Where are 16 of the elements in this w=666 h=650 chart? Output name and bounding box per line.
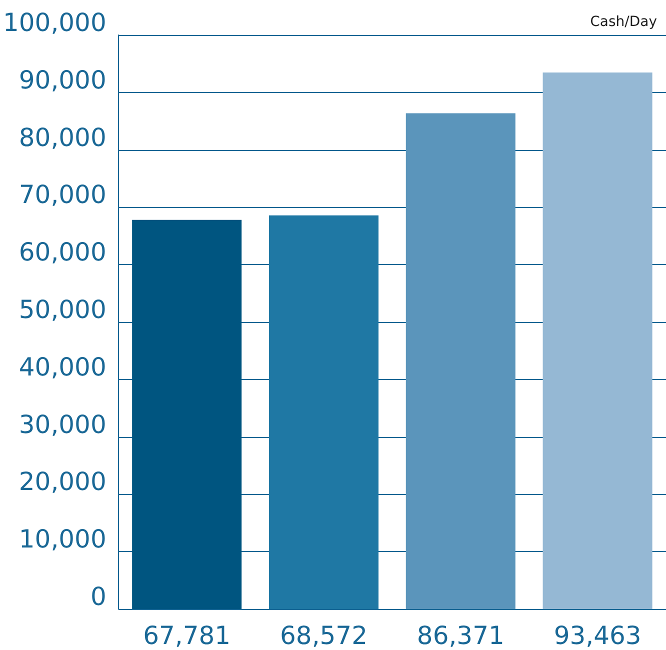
data-label: 93,463 xyxy=(554,621,642,650)
y-tick-label: 0 xyxy=(90,582,106,611)
y-tick-label: 90,000 xyxy=(18,65,106,94)
data-label: 68,572 xyxy=(280,621,368,650)
y-tick-label: 40,000 xyxy=(18,352,106,382)
y-tick-label: 100,000 xyxy=(2,8,106,37)
y-tick-label: 80,000 xyxy=(18,122,106,152)
data-label: 86,371 xyxy=(416,621,504,650)
y-tick-label: 10,000 xyxy=(18,524,106,554)
y-tick-label: 70,000 xyxy=(18,180,106,210)
y-tick-label: 30,000 xyxy=(18,410,106,439)
y-axis-title: Cash/Day xyxy=(590,14,658,30)
y-tick-label: 60,000 xyxy=(18,238,106,267)
y-tick-label: 50,000 xyxy=(18,295,106,324)
y-tick-label: 20,000 xyxy=(18,467,106,496)
data-label: 67,781 xyxy=(143,621,231,650)
